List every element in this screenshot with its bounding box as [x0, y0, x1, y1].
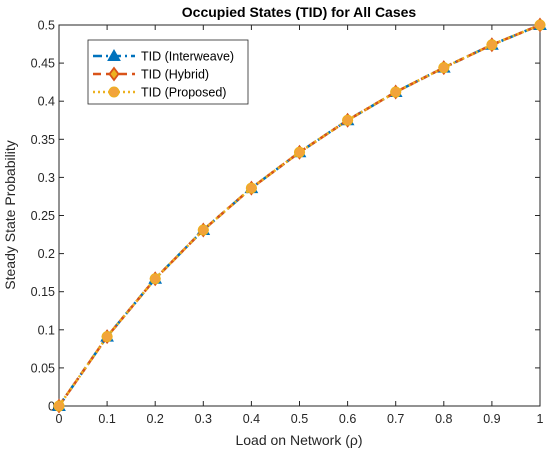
- data-point-circle: [342, 114, 354, 126]
- data-point-circle: [197, 224, 209, 236]
- x-tick-label: 0.8: [435, 412, 452, 426]
- y-tick-label: 0.2: [38, 247, 55, 261]
- x-tick-label: 0.4: [243, 412, 260, 426]
- y-tick-label: 0.4: [38, 95, 55, 109]
- x-tick-label: 0.2: [147, 412, 164, 426]
- y-tick-label: 0.25: [31, 209, 55, 223]
- data-point-circle: [390, 86, 402, 98]
- chart-title: Occupied States (TID) for All Cases: [182, 4, 417, 20]
- legend: TID (Interweave) TID (Hybrid) TID (Propose…: [87, 39, 249, 105]
- y-tick-label: 0.5: [38, 19, 55, 33]
- data-point-circle: [294, 146, 305, 158]
- x-axis-label: Load on Network (ρ): [235, 432, 362, 448]
- series-circle: [53, 19, 546, 412]
- data-point-circle: [245, 182, 257, 194]
- y-tick-label: 0: [48, 400, 55, 414]
- legend-item: TID (Hybrid): [93, 66, 209, 82]
- legend-marker-circle: [108, 86, 120, 98]
- data-point-circle: [101, 331, 113, 343]
- x-tick-label: 0.9: [483, 412, 500, 426]
- x-tick-label: 0.1: [98, 412, 115, 426]
- x-tick-label: 0.7: [387, 412, 404, 426]
- x-tick-label: 0.6: [339, 412, 356, 426]
- y-tick-label: 0.1: [38, 323, 55, 337]
- y-axis-ticks: 0 0.05 0.1 0.15 0.2 0.25 0.3 0.35 0.4 0.45 0.5: [31, 19, 540, 414]
- legend-marker-triangle: [107, 48, 121, 61]
- data-point-circle: [486, 39, 498, 51]
- series-layer: [52, 17, 547, 414]
- legend-marker-diamond: [108, 66, 120, 82]
- y-tick-label: 0.45: [31, 57, 55, 71]
- y-tick-label: 0.35: [31, 133, 55, 147]
- legend-label: TID (Proposed): [141, 86, 226, 100]
- legend-label: TID (Interweave): [141, 50, 234, 64]
- legend-item: TID (Proposed): [93, 86, 226, 100]
- data-point-circle: [534, 19, 546, 31]
- x-tick-label: 0: [56, 412, 63, 426]
- y-tick-label: 0.15: [31, 285, 55, 299]
- y-tick-label: 0.3: [38, 171, 55, 185]
- x-tick-label: 1: [537, 412, 544, 426]
- y-tick-label: 0.05: [31, 361, 55, 375]
- x-tick-label: 0.5: [291, 412, 308, 426]
- x-tick-label: 0.3: [195, 412, 212, 426]
- y-axis-label: Steady State Probability: [2, 140, 18, 289]
- legend-label: TID (Hybrid): [141, 68, 209, 82]
- data-point-circle: [438, 62, 450, 74]
- data-point-circle: [149, 273, 161, 285]
- legend-item: TID (Interweave): [93, 48, 234, 64]
- data-point-circle: [53, 400, 65, 412]
- x-axis-ticks: 0 0.1 0.2 0.3 0.4 0.5 0.6 0.7 0.8 0.9 1: [56, 25, 544, 426]
